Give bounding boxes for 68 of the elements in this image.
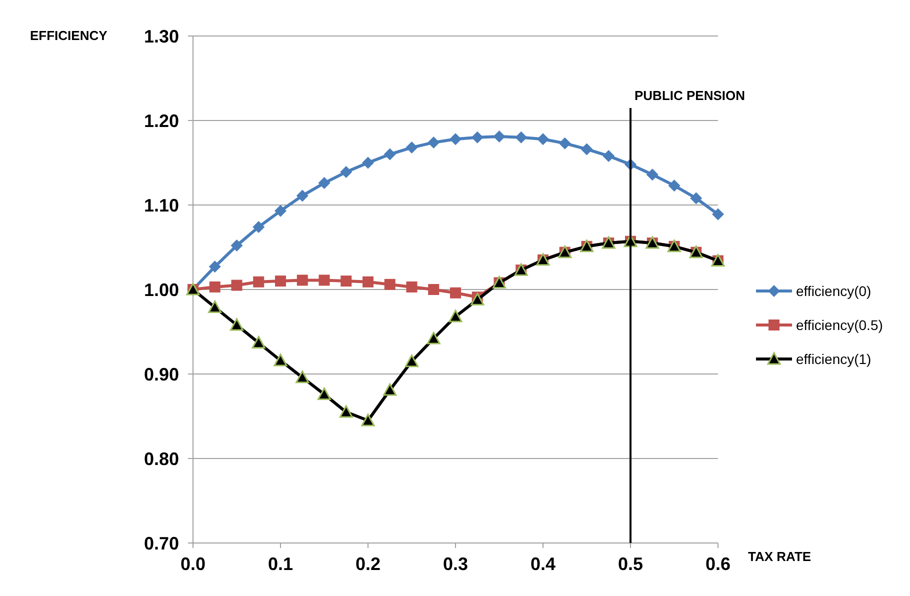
point [318,388,331,400]
legend-label: efficiency(0.5) [796,316,883,333]
point [362,156,374,169]
point [471,131,484,144]
point [208,260,221,273]
point [231,280,242,291]
point [406,142,418,154]
point [296,274,308,286]
y-axis-title: EFFICIENCY [30,28,108,43]
point [275,276,286,287]
point [690,192,702,204]
x-axis-title: TAX RATE [748,549,812,564]
legend-label: efficiency(1) [796,350,872,367]
y-tick-label: 1.00 [144,280,179,300]
x-tick-label: 0.4 [530,554,556,574]
point [340,276,352,287]
x-tick-label: 0.0 [180,554,206,574]
point [448,310,462,322]
ref-line-label: PUBLIC PENSION [634,88,746,103]
legend-label: efficiency(0) [796,282,872,299]
point [208,300,222,313]
y-tick-label: 1.10 [144,195,179,216]
point [318,274,330,286]
point [362,276,374,288]
point [406,281,418,292]
point [580,143,593,156]
point [339,405,353,418]
point [230,318,244,331]
x-tick-label: 0.3 [442,554,468,574]
x-tick-label: 0.2 [355,554,381,574]
point [450,133,462,146]
y-tick-label: 0.90 [144,364,179,384]
point [274,354,288,366]
point [646,168,658,181]
point [296,190,308,202]
y-tick-label: 0.80 [144,448,179,469]
point [426,332,440,344]
y-tick-label: 1.30 [144,26,179,46]
y-tick-label: 0.70 [144,533,179,554]
point [253,276,264,288]
point [712,208,724,220]
point [361,414,375,426]
point [537,133,549,146]
point [252,336,266,348]
point [493,130,506,143]
point [515,131,528,144]
x-tick-label: 0.6 [705,554,731,574]
point [340,166,352,178]
point [274,204,286,217]
point [252,220,265,233]
point [602,150,615,162]
x-tick-label: 0.5 [618,554,644,574]
point [558,137,571,150]
point [384,278,396,290]
point [384,148,396,160]
point [428,284,440,295]
point [318,177,330,190]
point [296,370,310,384]
point [383,383,397,396]
y-tick-label: 1.20 [144,110,179,131]
point [450,287,461,298]
x-tick-label: 0.1 [268,554,294,574]
point [209,281,220,292]
point [428,136,440,148]
point [230,240,243,252]
point [470,292,484,306]
point [405,354,418,368]
point [668,180,680,192]
